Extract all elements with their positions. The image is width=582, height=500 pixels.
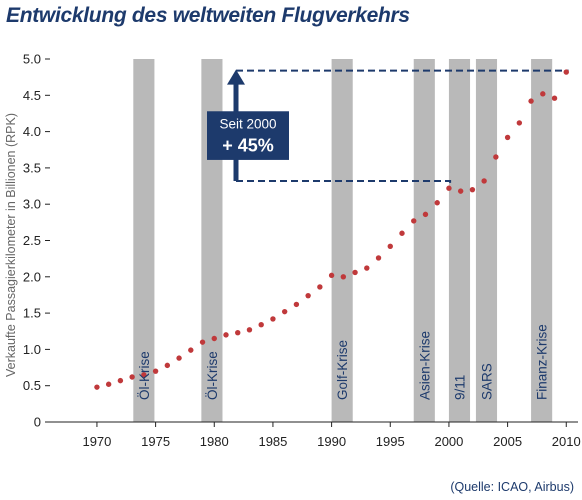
data-point-39 <box>551 95 558 101</box>
y-axis-label: Verkaufte Passagierkilometer in Billione… <box>4 113 18 377</box>
y-tick-label-6: 3.0 <box>23 197 41 212</box>
crisis-band-5 <box>475 59 498 422</box>
data-point-27 <box>411 218 417 224</box>
data-point-32 <box>469 186 476 193</box>
source-note: (Quelle: ICAO, Airbus) <box>450 480 574 494</box>
data-point-33 <box>481 178 487 184</box>
data-point-8 <box>188 347 194 353</box>
crisis-band-4 <box>448 59 471 422</box>
reference-line-2000 <box>236 179 452 189</box>
data-point-7 <box>176 355 182 361</box>
data-point-34 <box>493 154 499 160</box>
y-tick-label-2: 1.0 <box>23 342 41 357</box>
growth-label-box <box>207 111 289 160</box>
crisis-band-2 <box>331 59 353 422</box>
data-point-13 <box>246 327 253 333</box>
data-point-4 <box>141 372 147 378</box>
crisis-label-4: 9/11 <box>452 375 467 400</box>
data-point-15 <box>270 316 276 322</box>
y-tick-label-9: 4.5 <box>23 88 41 103</box>
crisis-label-6: Finanz-Krise <box>535 324 550 400</box>
crisis-band-6 <box>531 59 553 422</box>
x-tick-label-1: 1975 <box>141 434 170 449</box>
x-tick-label-8: 2010 <box>552 434 581 449</box>
data-point-21 <box>340 274 347 280</box>
y-tick-label-7: 3.5 <box>23 160 41 175</box>
x-tick-label-4: 1990 <box>317 434 346 449</box>
crisis-label-0: Öl-Krise <box>137 351 152 400</box>
data-point-25 <box>387 243 393 250</box>
data-point-16 <box>281 308 288 315</box>
data-point-19 <box>317 284 323 290</box>
data-point-29 <box>434 200 440 206</box>
x-tick-label-2: 1980 <box>200 434 229 449</box>
data-point-30 <box>446 185 452 191</box>
growth-label-line2: + 45% <box>222 135 274 155</box>
data-point-22 <box>352 269 358 276</box>
y-tick-label-1: 0.5 <box>23 378 41 393</box>
data-point-31 <box>457 188 464 194</box>
crisis-label-5: SARS <box>479 363 494 400</box>
x-tick-label-3: 1985 <box>258 434 287 449</box>
y-tick-label-4: 2.0 <box>23 269 41 284</box>
data-point-5 <box>152 368 159 374</box>
y-tick-label-0: 0 <box>34 415 41 430</box>
y-tick-label-10: 5.0 <box>23 52 41 67</box>
data-point-12 <box>235 330 241 336</box>
data-point-2 <box>117 377 124 384</box>
x-tick-label-5: 1995 <box>376 434 405 449</box>
y-tick-label-3: 1.5 <box>23 306 41 321</box>
data-point-36 <box>516 120 523 126</box>
data-point-0 <box>94 384 100 390</box>
data-point-24 <box>375 255 382 261</box>
crisis-band-0 <box>133 59 155 422</box>
x-tick-label-6: 2000 <box>434 434 463 449</box>
data-point-14 <box>258 322 264 328</box>
y-tick-label-5: 2.5 <box>23 233 41 248</box>
crisis-label-3: Asien-Krise <box>417 331 432 400</box>
data-point-9 <box>199 339 206 345</box>
crisis-label-2: Golf-Krise <box>335 340 350 400</box>
data-point-23 <box>364 265 370 271</box>
chart-title: Entwicklung des weltweiten Flugverkehrs <box>6 4 410 27</box>
data-point-17 <box>293 301 300 308</box>
data-point-35 <box>504 134 511 141</box>
growth-arrow-head <box>227 69 245 85</box>
data-point-38 <box>540 91 546 97</box>
data-point-18 <box>305 292 311 299</box>
data-point-20 <box>328 272 335 279</box>
data-point-6 <box>164 362 171 369</box>
data-point-28 <box>422 211 429 218</box>
data-point-10 <box>211 335 217 342</box>
data-point-26 <box>399 230 405 236</box>
x-tick-label-7: 2005 <box>493 434 522 449</box>
y-tick-label-8: 4.0 <box>23 124 41 139</box>
growth-label-line1: Seit 2000 <box>219 116 276 131</box>
data-point-11 <box>223 332 229 338</box>
crisis-band-3 <box>413 59 435 422</box>
data-point-1 <box>105 381 112 387</box>
crisis-label-1: Öl-Krise <box>205 351 220 400</box>
data-point-37 <box>528 98 534 104</box>
data-point-3 <box>129 374 135 380</box>
data-point-40 <box>563 69 569 75</box>
x-tick-label-0: 1970 <box>82 434 111 449</box>
